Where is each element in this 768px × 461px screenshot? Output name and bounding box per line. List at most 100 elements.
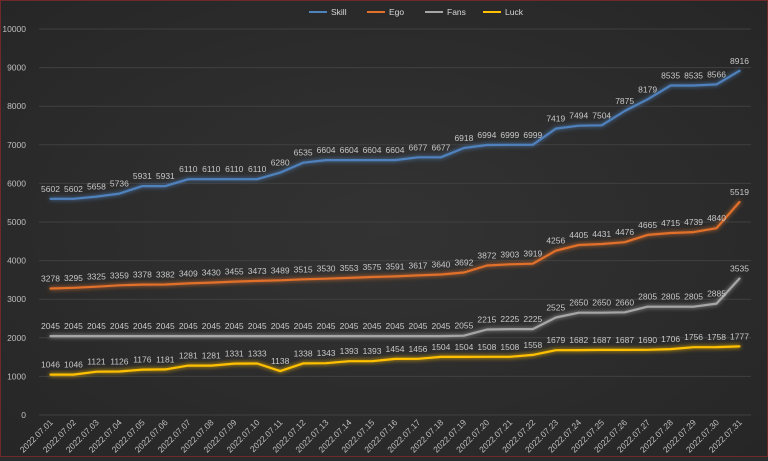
data-label-ego: 3295 [64, 273, 83, 283]
data-label-skill: 5931 [133, 171, 152, 181]
data-label-fans: 2045 [87, 321, 106, 331]
data-label-skill: 8179 [638, 84, 657, 94]
legend[interactable]: Skill Ego Fans Luck [309, 7, 524, 17]
data-label-fans: 2805 [661, 292, 680, 302]
data-label-ego: 3473 [248, 266, 267, 276]
legend-label: Skill [331, 7, 347, 17]
data-label-luck: 1682 [569, 335, 588, 345]
data-label-fans: 2045 [156, 321, 175, 331]
data-label-ego: 3455 [225, 267, 244, 277]
data-label-ego: 3430 [202, 268, 221, 278]
data-label-skill: 6918 [454, 133, 473, 143]
data-label-skill: 6535 [294, 148, 313, 158]
y-tick-label: 7000 [7, 140, 26, 150]
data-label-luck: 1777 [730, 331, 749, 341]
data-label-fans: 2225 [523, 314, 542, 324]
data-label-skill: 6999 [500, 130, 519, 140]
data-label-fans: 2045 [294, 321, 313, 331]
data-label-fans: 2045 [340, 321, 359, 331]
data-label-ego: 3530 [317, 264, 336, 274]
data-label-fans: 2650 [569, 298, 588, 308]
y-tick-label: 9000 [7, 63, 26, 73]
data-label-ego: 3617 [409, 260, 428, 270]
series-line-skill [51, 71, 740, 199]
data-label-luck: 1393 [340, 346, 359, 356]
data-label-fans: 2045 [363, 321, 382, 331]
data-label-luck: 1456 [409, 344, 428, 354]
data-label-luck: 1393 [363, 346, 382, 356]
data-label-ego: 4476 [615, 227, 634, 237]
data-label-skill: 6994 [477, 130, 496, 140]
data-label-ego: 3359 [110, 270, 129, 280]
data-label-skill: 8566 [707, 69, 726, 79]
data-label-fans: 2045 [133, 321, 152, 331]
y-tick-label: 0 [21, 410, 26, 420]
x-axis: 2022.07.012022.07.022022.07.032022.07.04… [18, 417, 744, 454]
data-label-ego: 4840 [707, 213, 726, 223]
data-label-fans: 2650 [592, 298, 611, 308]
data-label-fans: 2045 [409, 321, 428, 331]
data-label-ego: 3378 [133, 270, 152, 280]
data-label-fans: 2045 [41, 321, 60, 331]
data-label-luck: 1756 [684, 332, 703, 342]
data-label-ego: 3640 [431, 259, 450, 269]
data-label-fans: 2045 [110, 321, 129, 331]
data-label-skill: 6677 [431, 142, 450, 152]
y-tick-label: 4000 [7, 256, 26, 266]
data-label-ego: 3409 [179, 268, 198, 278]
data-label-luck: 1281 [179, 351, 198, 361]
data-label-ego: 3591 [386, 261, 405, 271]
data-label-luck: 1138 [271, 356, 290, 366]
data-label-skill: 6110 [225, 164, 244, 174]
data-label-ego: 3553 [340, 263, 359, 273]
data-label-ego: 3903 [500, 249, 519, 259]
data-label-fans: 2225 [500, 314, 519, 324]
y-tick-label: 5000 [7, 217, 26, 227]
y-tick-label: 10000 [2, 24, 26, 34]
data-label-skill: 5931 [156, 171, 175, 181]
data-label-fans: 2885 [707, 289, 726, 299]
data-label-luck: 1046 [64, 360, 83, 370]
data-label-luck: 1331 [225, 349, 244, 359]
data-label-fans: 2045 [179, 321, 198, 331]
data-label-fans: 2215 [477, 315, 496, 325]
data-label-ego: 5519 [730, 187, 749, 197]
data-label-fans: 3535 [730, 264, 749, 274]
legend-item-ego[interactable]: Ego [367, 7, 404, 17]
data-label-luck: 1333 [248, 349, 267, 359]
data-label-luck: 1504 [431, 342, 450, 352]
data-label-fans: 2525 [546, 303, 565, 313]
data-label-ego: 3872 [477, 251, 496, 261]
data-label-luck: 1687 [592, 335, 611, 345]
data-label-skill: 8916 [730, 56, 749, 66]
data-label-fans: 2045 [431, 321, 450, 331]
data-label-skill: 5658 [87, 182, 106, 192]
data-label-skill: 8535 [684, 71, 703, 81]
data-label-skill: 5602 [64, 184, 83, 194]
data-label-luck: 1338 [294, 348, 313, 358]
data-label-fans: 2805 [684, 292, 703, 302]
data-label-luck: 1176 [133, 355, 152, 365]
y-axis: 0100020003000400050006000700080009000100… [2, 24, 26, 420]
legend-item-fans[interactable]: Fans [425, 7, 466, 17]
data-label-luck: 1126 [110, 357, 129, 367]
data-label-skill: 6604 [363, 145, 382, 155]
data-label-skill: 6604 [317, 145, 336, 155]
data-label-luck: 1121 [87, 357, 106, 367]
legend-label: Luck [505, 7, 524, 17]
data-label-skill: 5602 [41, 184, 60, 194]
y-tick-label: 2000 [7, 333, 26, 343]
y-tick-label: 6000 [7, 178, 26, 188]
data-label-fans: 2045 [271, 321, 290, 331]
data-label-ego: 4739 [684, 217, 703, 227]
data-label-luck: 1454 [386, 344, 405, 354]
data-label-fans: 2045 [248, 321, 267, 331]
legend-item-skill[interactable]: Skill [309, 7, 347, 17]
legend-item-luck[interactable]: Luck [483, 7, 524, 17]
data-label-luck: 1679 [546, 335, 565, 345]
data-label-luck: 1281 [202, 351, 221, 361]
data-label-skill: 6110 [248, 164, 267, 174]
legend-label: Ego [389, 7, 404, 17]
legend-label: Fans [447, 7, 466, 17]
